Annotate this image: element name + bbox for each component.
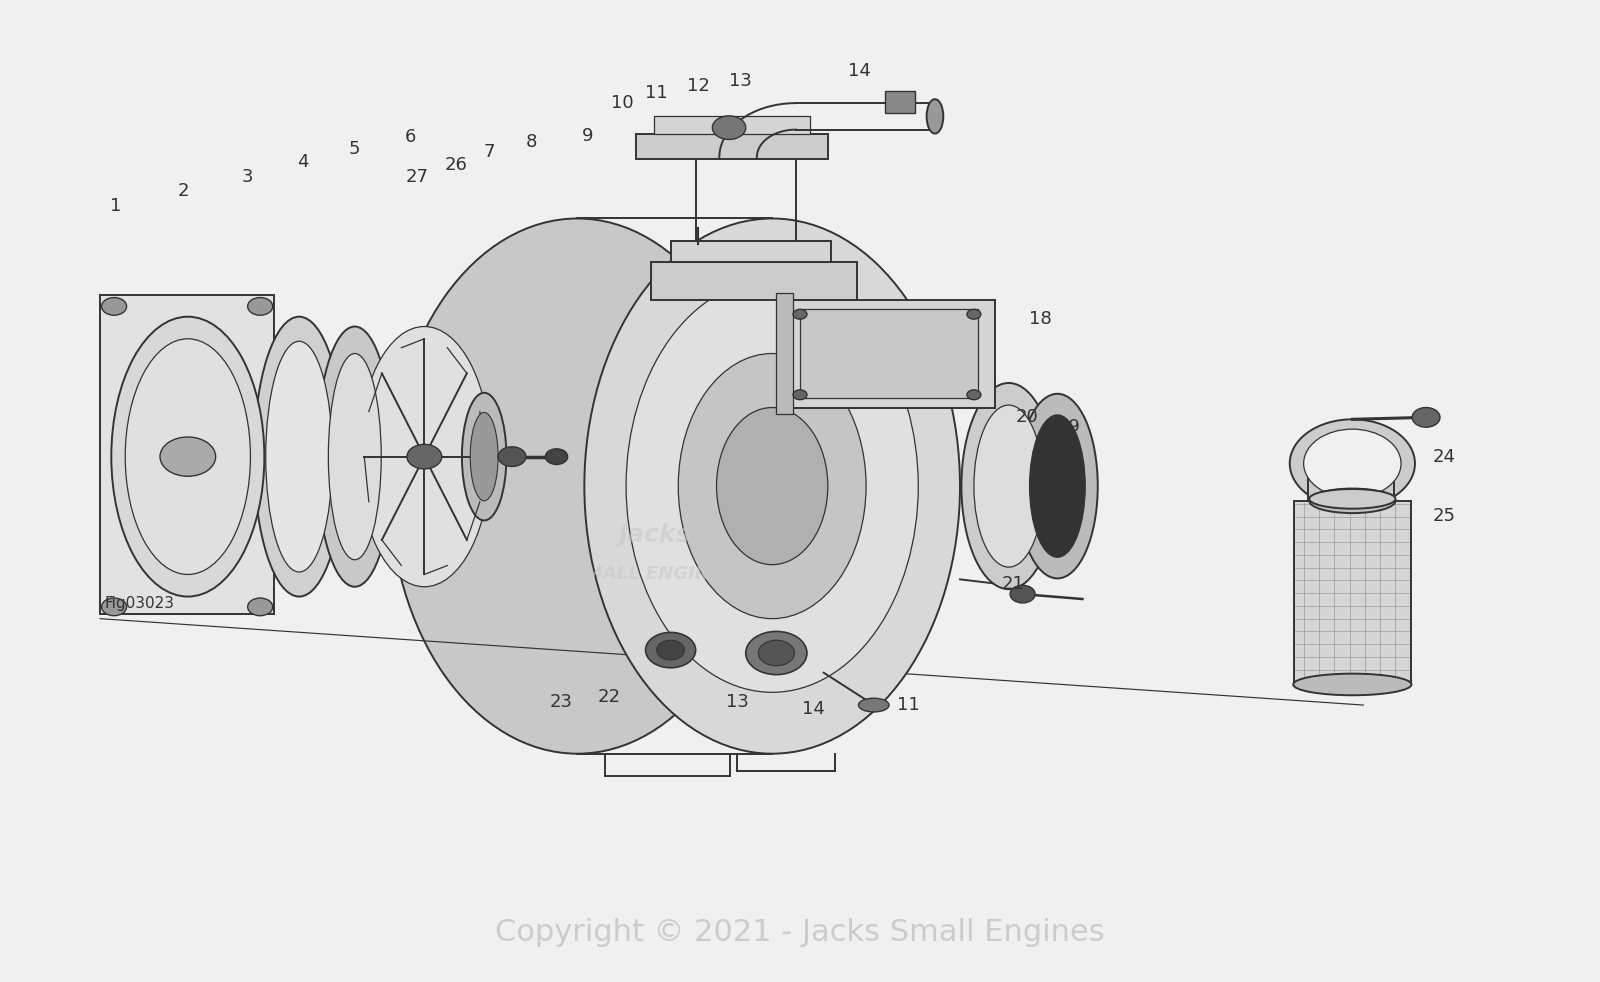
Circle shape [546, 449, 568, 464]
Text: 9: 9 [581, 127, 594, 144]
Ellipse shape [160, 437, 216, 476]
Text: 13: 13 [728, 72, 752, 89]
Ellipse shape [926, 99, 944, 134]
Ellipse shape [358, 326, 491, 587]
Circle shape [101, 598, 126, 616]
Ellipse shape [1018, 394, 1098, 578]
Text: 27: 27 [406, 168, 429, 186]
Bar [776, 293, 794, 414]
Text: 25: 25 [1432, 507, 1456, 524]
Text: 23: 23 [549, 693, 573, 711]
Text: 11: 11 [898, 696, 920, 714]
Ellipse shape [254, 317, 344, 597]
Ellipse shape [1290, 419, 1414, 508]
Ellipse shape [1029, 414, 1085, 558]
Text: 4: 4 [298, 153, 309, 171]
Bar [635, 134, 827, 159]
Ellipse shape [962, 383, 1056, 589]
Text: Fig03023: Fig03023 [104, 596, 174, 612]
Text: 10: 10 [611, 94, 634, 112]
Text: 26: 26 [445, 156, 467, 174]
Text: 22: 22 [598, 688, 621, 706]
Circle shape [712, 116, 746, 139]
Circle shape [794, 390, 806, 400]
Bar [800, 309, 978, 398]
Circle shape [746, 631, 806, 675]
Circle shape [248, 598, 272, 616]
Text: Jacks: Jacks [618, 523, 690, 547]
Circle shape [794, 309, 806, 319]
Ellipse shape [112, 317, 264, 597]
Text: 2: 2 [178, 183, 189, 200]
Ellipse shape [717, 408, 827, 565]
Ellipse shape [974, 405, 1043, 568]
Circle shape [758, 640, 795, 666]
Circle shape [966, 390, 981, 400]
Ellipse shape [266, 342, 333, 572]
Ellipse shape [125, 339, 251, 574]
Text: 14: 14 [803, 700, 826, 718]
Text: 5: 5 [349, 140, 360, 158]
Ellipse shape [406, 445, 442, 469]
Circle shape [645, 632, 696, 668]
Bar [786, 300, 995, 408]
Bar [651, 262, 858, 300]
Ellipse shape [317, 326, 394, 587]
Text: 1: 1 [110, 197, 122, 215]
Text: 13: 13 [726, 693, 749, 711]
Text: 20: 20 [1016, 409, 1038, 426]
Ellipse shape [470, 412, 498, 501]
Ellipse shape [1293, 674, 1411, 695]
Text: SMALL ENGINES: SMALL ENGINES [573, 566, 736, 583]
Circle shape [656, 640, 685, 660]
Ellipse shape [1309, 489, 1395, 513]
Text: Copyright © 2021 - Jacks Small Engines: Copyright © 2021 - Jacks Small Engines [494, 918, 1106, 948]
Ellipse shape [859, 698, 890, 712]
Ellipse shape [626, 280, 918, 692]
Ellipse shape [1309, 489, 1395, 509]
Ellipse shape [584, 218, 960, 754]
Bar [101, 295, 274, 614]
Bar [885, 91, 915, 113]
Text: 14: 14 [848, 62, 872, 80]
Text: 19: 19 [1058, 418, 1080, 436]
Ellipse shape [462, 393, 507, 520]
Circle shape [1413, 408, 1440, 427]
Bar [670, 241, 830, 262]
Ellipse shape [1304, 429, 1402, 498]
Ellipse shape [678, 354, 866, 619]
Ellipse shape [328, 354, 381, 560]
Text: 18: 18 [1029, 310, 1053, 328]
Text: 21: 21 [1002, 575, 1024, 593]
Bar [1307, 464, 1394, 501]
Bar [1294, 501, 1411, 682]
Circle shape [498, 447, 526, 466]
Text: 12: 12 [686, 78, 710, 95]
Text: 6: 6 [405, 129, 416, 146]
Circle shape [248, 298, 272, 315]
Circle shape [1010, 585, 1035, 603]
Text: 11: 11 [645, 84, 669, 102]
Circle shape [101, 298, 126, 315]
Circle shape [966, 309, 981, 319]
Text: 24: 24 [1432, 448, 1456, 465]
Bar [654, 116, 810, 134]
Text: 3: 3 [242, 168, 253, 186]
Text: 7: 7 [483, 143, 496, 161]
Ellipse shape [389, 218, 765, 754]
Text: 8: 8 [526, 134, 538, 151]
